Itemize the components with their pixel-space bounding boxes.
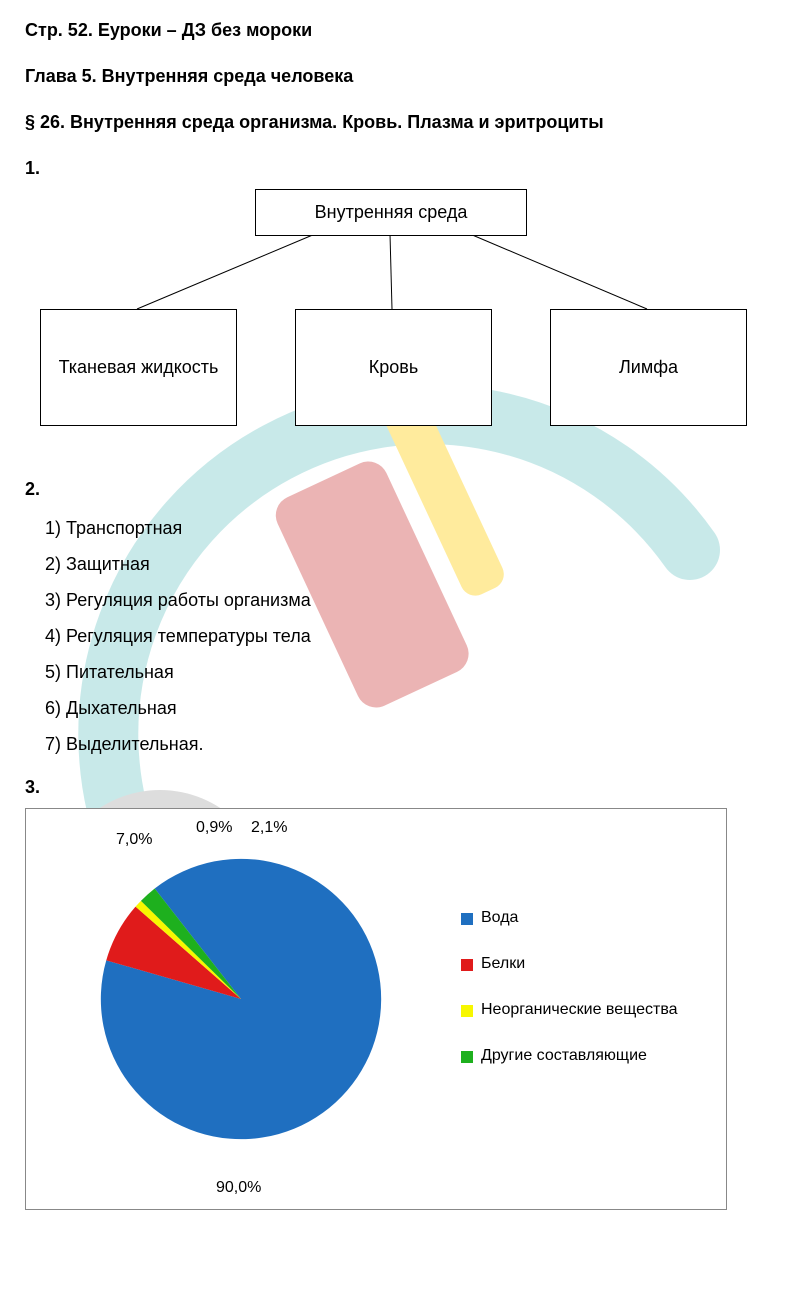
legend-swatch [461,1051,473,1063]
legend-swatch [461,1005,473,1017]
pie-legend: Вода Белки Неорганические вещества Другие с… [461,909,678,1093]
chapter-title: Глава 5. Внутренняя среда человека [25,66,775,87]
pie-chart-container: 7,0% 0,9% 2,1% 90,0% Вода Белки Неорганиче… [25,808,727,1210]
section-title: § 26. Внутренняя среда организма. Кровь.… [25,112,775,133]
list-item: 2) Защитная [45,546,775,582]
legend-label: Вода [481,909,518,927]
legend-swatch [461,959,473,971]
list-item: 3) Регуляция работы организма [45,582,775,618]
function-list: 1) Транспортная 2) Защитная 3) Регуляция… [45,510,775,762]
pie-label-neorg: 0,9% [196,819,232,837]
question-2-number: 2. [25,479,775,500]
pie-label-voda: 90,0% [216,1179,261,1197]
legend-item: Другие составляющие [461,1047,678,1065]
question-3-number: 3. [25,777,775,798]
diagram-child-1: Тканевая жидкость [40,309,237,426]
pie-label-belki: 7,0% [116,831,152,849]
legend-item: Белки [461,955,678,973]
pie-chart [96,854,386,1144]
legend-label: Белки [481,955,525,973]
legend-label: Неорганические вещества [481,1001,678,1019]
list-item: 4) Регуляция температуры тела [45,618,775,654]
legend-item: Вода [461,909,678,927]
list-item: 1) Транспортная [45,510,775,546]
list-item: 7) Выделительная. [45,726,775,762]
legend-label: Другие составляющие [481,1047,647,1065]
hierarchy-diagram: Внутренняя среда Тканевая жидкость Кровь… [25,189,745,449]
diagram-child-2: Кровь [295,309,492,426]
legend-item: Неорганические вещества [461,1001,678,1019]
diagram-child-3: Лимфа [550,309,747,426]
legend-swatch [461,913,473,925]
diagram-root: Внутренняя среда [255,189,527,236]
list-item: 5) Питательная [45,654,775,690]
question-1-number: 1. [25,158,775,179]
page-header: Стр. 52. Еуроки – ДЗ без мороки [25,20,775,41]
pie-label-other: 2,1% [251,819,287,837]
list-item: 6) Дыхательная [45,690,775,726]
